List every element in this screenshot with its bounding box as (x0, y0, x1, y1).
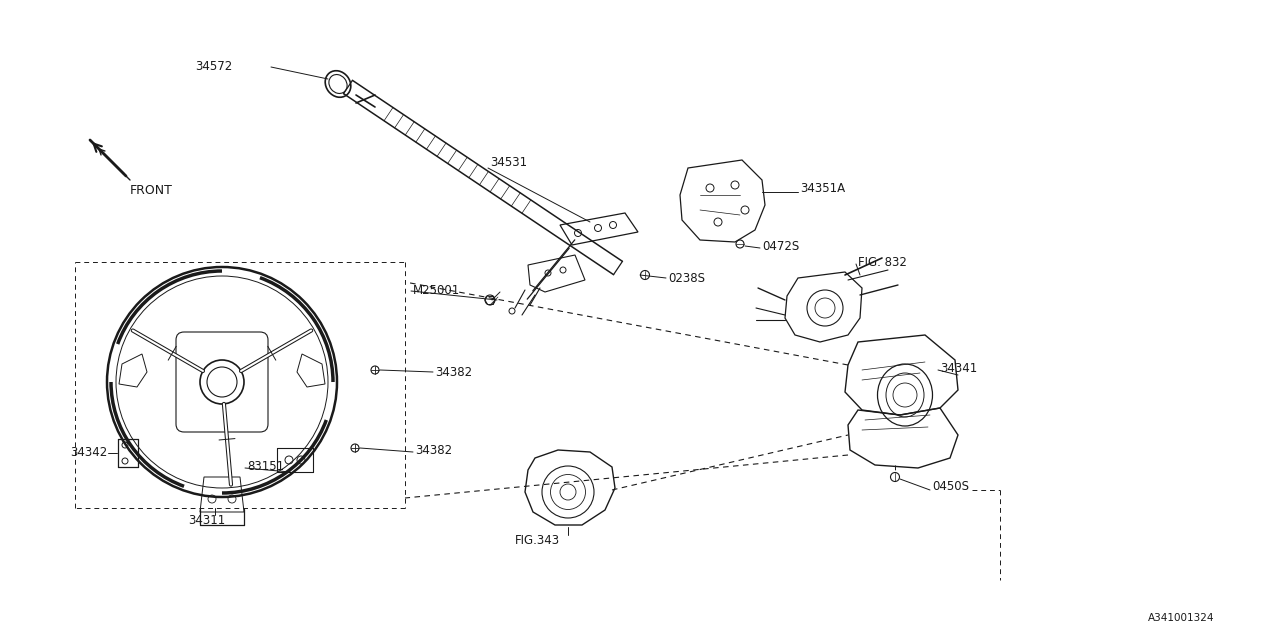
Text: 34572: 34572 (195, 61, 232, 74)
Text: M25001: M25001 (413, 285, 461, 298)
Text: 0238S: 0238S (668, 271, 705, 285)
Text: 34342: 34342 (70, 445, 108, 458)
Text: FIG.343: FIG.343 (515, 534, 559, 547)
Text: FRONT: FRONT (131, 184, 173, 196)
Text: 34311: 34311 (188, 513, 225, 527)
Text: 34382: 34382 (415, 444, 452, 456)
Text: 34382: 34382 (435, 365, 472, 378)
Text: 83151: 83151 (247, 461, 284, 474)
Text: 0472S: 0472S (762, 239, 799, 253)
Text: 34341: 34341 (940, 362, 977, 374)
Text: 34531: 34531 (490, 156, 527, 168)
Text: 34351A: 34351A (800, 182, 845, 195)
Text: 0450S: 0450S (932, 481, 969, 493)
Text: A341001324: A341001324 (1148, 613, 1215, 623)
Text: FIG. 832: FIG. 832 (858, 255, 906, 269)
Circle shape (200, 360, 244, 404)
